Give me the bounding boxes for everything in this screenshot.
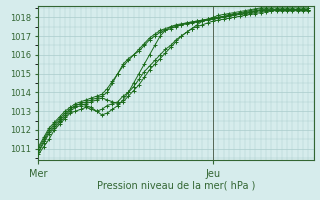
X-axis label: Pression niveau de la mer( hPa ): Pression niveau de la mer( hPa ) <box>97 180 255 190</box>
